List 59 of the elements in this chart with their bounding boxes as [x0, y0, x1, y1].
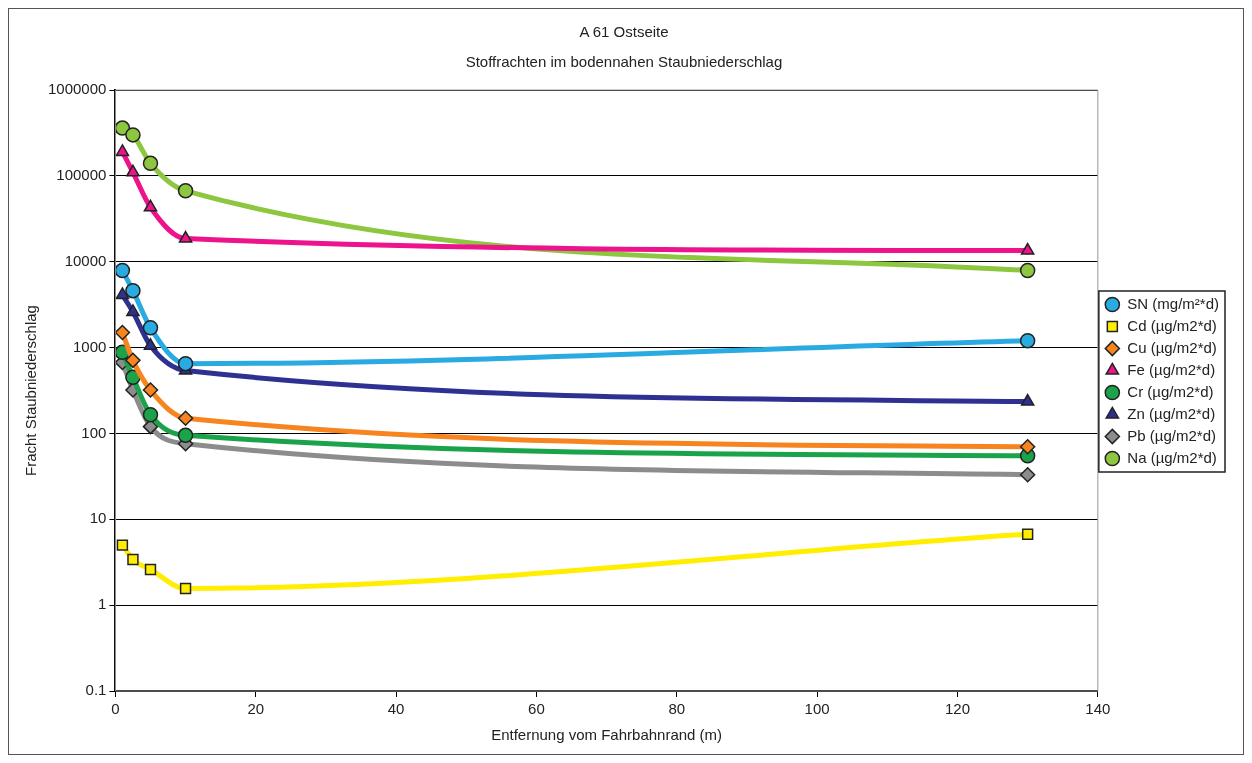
y-tick-label: 1 — [98, 595, 107, 613]
y-tick-label: 10000 — [64, 251, 107, 269]
point — [1020, 242, 1035, 255]
point — [115, 287, 130, 300]
point — [125, 352, 141, 369]
point — [143, 338, 158, 350]
y-tick-label: 1000000 — [47, 80, 107, 98]
point — [178, 230, 193, 243]
legend-label: Fe (µg/m2*d) — [1127, 360, 1216, 378]
chart-title: A 61 Ostseite — [579, 23, 669, 41]
x-tick-label: 20 — [247, 700, 265, 718]
y-tick-label: 1000 — [73, 337, 107, 355]
point — [127, 553, 139, 566]
x-tick-label: 60 — [528, 700, 545, 718]
point — [177, 427, 194, 444]
point — [142, 407, 159, 423]
point — [125, 127, 141, 143]
y-tick-label: 10 — [89, 509, 107, 527]
point — [177, 410, 194, 427]
point — [142, 382, 159, 398]
x-tick-label: 40 — [387, 700, 405, 718]
chart-subtitle: Stoffrachten im bodennahen Staubniederschlag — [465, 53, 783, 71]
point — [126, 304, 140, 317]
point — [143, 199, 158, 212]
x-tick-label: 120 — [944, 700, 970, 718]
x-axis-title: Entfernung vom Fahrbahnrand (m) — [491, 726, 723, 744]
x-tick-label: 0 — [111, 700, 120, 718]
y-tick-label: 100000 — [56, 166, 107, 183]
point — [115, 324, 131, 341]
point — [125, 282, 141, 299]
legend-label: SN (mg/m²*d) — [1127, 294, 1219, 312]
point — [142, 155, 159, 172]
point — [177, 355, 194, 372]
legend-label: Cu (µg/m2*d) — [1127, 338, 1217, 356]
legend-label: Zn (µg/m2*d) — [1127, 404, 1216, 422]
y-tick-label: 0.1 — [85, 681, 107, 699]
point — [1019, 438, 1036, 455]
point — [1019, 262, 1036, 279]
y-tick-label: 100 — [81, 423, 107, 441]
point — [179, 582, 192, 595]
point — [144, 563, 157, 576]
point — [126, 164, 140, 177]
legend-label: Cr (µg/m2*d) — [1127, 382, 1214, 400]
point — [1021, 528, 1034, 540]
legend-label: Cd (µg/m2*d) — [1127, 316, 1217, 334]
point — [142, 320, 159, 336]
x-tick-label: 80 — [668, 700, 686, 718]
x-tick-label: 100 — [804, 700, 830, 718]
point — [116, 539, 129, 551]
x-tick-label: 140 — [1085, 700, 1111, 718]
point — [1019, 333, 1036, 349]
point — [115, 262, 131, 279]
legend-label: Pb (µg/m2*d) — [1127, 426, 1217, 444]
y-axis-title: Fracht Staubniederschlag — [22, 305, 40, 476]
point — [177, 183, 194, 199]
point — [115, 144, 130, 157]
legend-label: Na (µg/m2*d) — [1127, 448, 1217, 466]
point — [1019, 467, 1036, 483]
point — [1020, 393, 1035, 406]
